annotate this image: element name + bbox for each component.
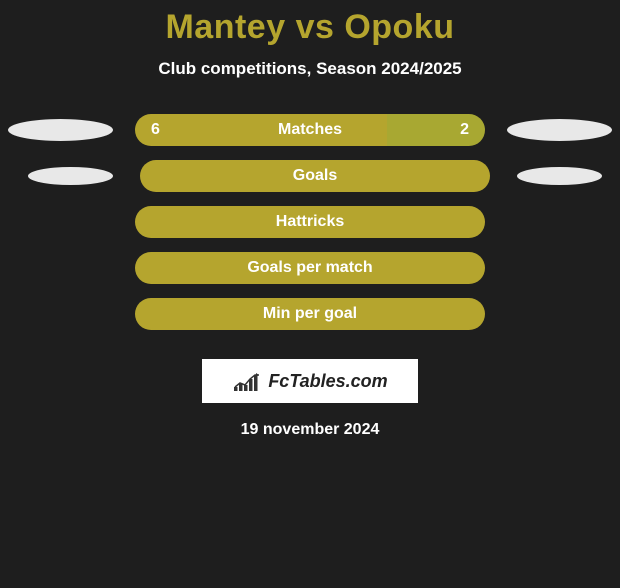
subtitle: Club competitions, Season 2024/2025 bbox=[0, 59, 620, 79]
stat-row: Matches 6 2 bbox=[0, 107, 620, 153]
stat-row: Goals bbox=[0, 153, 620, 199]
stat-row: Min per goal bbox=[0, 291, 620, 337]
stat-bar: Goals per match bbox=[135, 252, 485, 284]
comparison-card: Mantey vs Opoku Club competitions, Seaso… bbox=[0, 8, 620, 439]
stat-label: Matches bbox=[278, 121, 342, 139]
stat-label: Goals bbox=[293, 167, 337, 185]
bar-chart-icon bbox=[232, 371, 262, 391]
stat-label: Min per goal bbox=[263, 305, 357, 323]
player-marker-left bbox=[28, 167, 113, 185]
stat-value-right: 2 bbox=[460, 121, 469, 139]
chart-area: Matches 6 2 Goals Hattricks Goals per match Mi… bbox=[0, 107, 620, 337]
player-marker-right bbox=[517, 167, 602, 185]
page-title: Mantey vs Opoku bbox=[0, 8, 620, 47]
player-marker-left bbox=[8, 119, 113, 141]
stat-row: Goals per match bbox=[0, 245, 620, 291]
date-text: 19 november 2024 bbox=[0, 421, 620, 439]
logo-text: FcTables.com bbox=[268, 371, 387, 392]
stat-row: Hattricks bbox=[0, 199, 620, 245]
stat-value-left: 6 bbox=[151, 121, 160, 139]
stat-bar: Hattricks bbox=[135, 206, 485, 238]
logo-box: FcTables.com bbox=[202, 359, 418, 403]
stat-bar: Min per goal bbox=[135, 298, 485, 330]
stat-bar: Matches 6 2 bbox=[135, 114, 485, 146]
stat-bar: Goals bbox=[140, 160, 490, 192]
player-marker-right bbox=[507, 119, 612, 141]
stat-label: Hattricks bbox=[276, 213, 344, 231]
stat-label: Goals per match bbox=[247, 259, 372, 277]
